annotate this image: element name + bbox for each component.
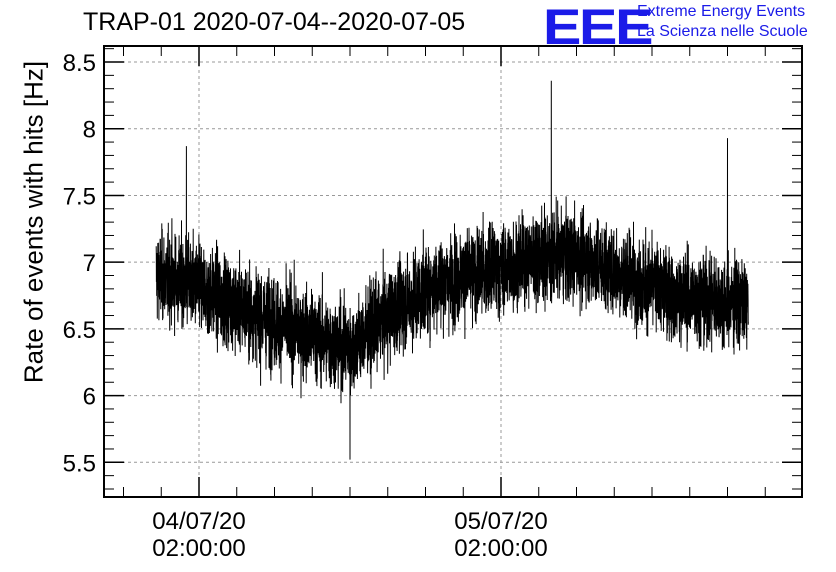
rate-line bbox=[155, 80, 749, 460]
x-tick-date: 04/07/20 bbox=[152, 508, 245, 535]
x-tick-date: 05/07/20 bbox=[454, 508, 547, 535]
y-tick-labels: 5.5 6 6.5 7 7.5 8 8.5 bbox=[63, 50, 96, 477]
y-tick-label: 6.5 bbox=[63, 317, 96, 344]
axis-ticks bbox=[104, 46, 802, 497]
x-tick-time: 02:00:00 bbox=[454, 535, 547, 562]
brand-line-2: La Scienza nelle Scuole bbox=[637, 23, 808, 40]
y-tick-label: 8 bbox=[83, 117, 96, 144]
y-tick-label: 7.5 bbox=[63, 183, 96, 210]
y-tick-label: 8.5 bbox=[63, 50, 96, 77]
chart-title: TRAP-01 2020-07-04--2020-07-05 bbox=[83, 8, 466, 36]
y-tick-label: 5.5 bbox=[63, 450, 96, 477]
plot-frame bbox=[103, 45, 803, 498]
rate-series bbox=[155, 80, 749, 460]
brand-line-1: Extreme Energy Events bbox=[637, 3, 806, 20]
x-tick-time: 02:00:00 bbox=[152, 535, 245, 562]
y-tick-label: 6 bbox=[83, 384, 96, 411]
y-tick-label: 7 bbox=[83, 250, 96, 277]
